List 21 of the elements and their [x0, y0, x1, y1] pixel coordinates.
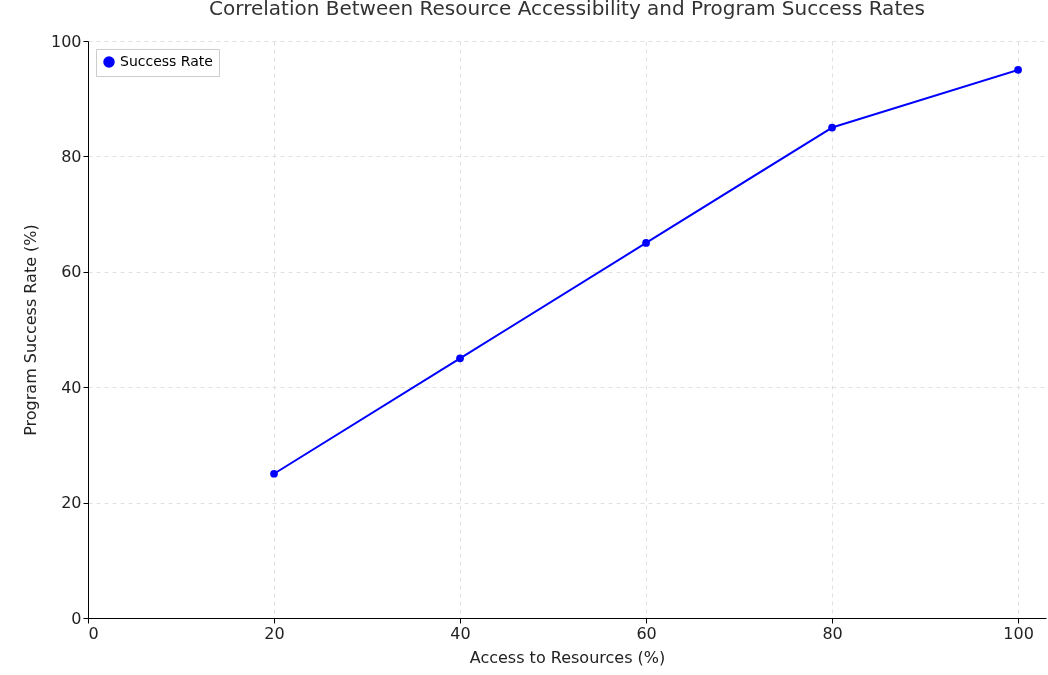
point	[1014, 65, 1022, 74]
x-tick-label: 0	[88, 623, 99, 643]
y-tick-label: 60	[61, 262, 82, 282]
x-tick-label: 20	[264, 623, 285, 643]
chart-title: Correlation Between Resource Accessibility and Program Success Rates	[209, 0, 925, 20]
legend-label: Success Rate	[120, 53, 213, 69]
x-tick-label: 80	[822, 623, 843, 643]
x-tick-label: 100	[1003, 623, 1034, 643]
x-tick-label: 40	[450, 623, 471, 643]
point	[270, 469, 278, 478]
y-tick-label: 40	[61, 377, 82, 397]
y-tick-label: 0	[71, 608, 82, 628]
point	[456, 354, 464, 363]
y-tick-label: 100	[50, 31, 82, 51]
point	[642, 239, 650, 247]
y-tick-label: 80	[61, 146, 82, 166]
y-tick-label: 20	[61, 493, 82, 513]
x-tick-label: 60	[636, 623, 657, 643]
x-axis-title: Access to Resources (%)	[469, 647, 666, 667]
point	[828, 123, 836, 132]
y-axis-title: Program Success Rate (%)	[20, 224, 40, 436]
